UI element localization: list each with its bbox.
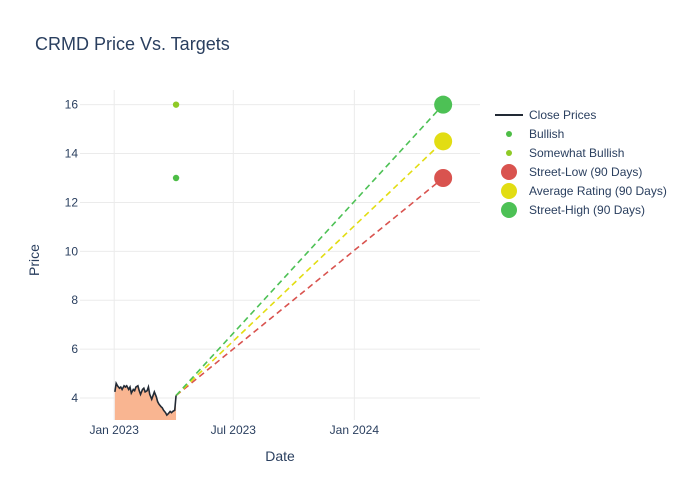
legend[interactable]: Close Prices Bullish Somewhat Bullish Stree… [495,108,667,218]
legend-item[interactable]: Street-Low (90 Days) [501,164,642,180]
gridlines [80,90,480,420]
legend-marker-swatch [501,183,517,199]
x-tick-label: Jan 2024 [330,423,380,437]
legend-label: Somewhat Bullish [529,146,624,160]
legend-item[interactable]: Somewhat Bullish [506,146,624,160]
legend-item[interactable]: Street-High (90 Days) [501,202,645,218]
y-tick-label: 8 [71,293,78,307]
area-layer [114,383,177,420]
legend-item[interactable]: Bullish [506,127,564,141]
y-tick-label: 14 [65,147,79,161]
y-tick-label: 10 [65,244,79,258]
markers [172,95,453,187]
y-axis-ticks: 4 6 8 10 12 14 16 [65,98,79,405]
target-line [175,140,444,397]
target-marker [434,95,453,114]
x-tick-label: Jul 2023 [211,423,257,437]
legend-item[interactable]: Average Rating (90 Days) [501,183,667,199]
legend-label: Close Prices [529,108,596,122]
y-tick-label: 4 [71,391,78,405]
price-line-layer [114,380,177,417]
legend-item[interactable]: Close Prices [495,108,596,122]
y-tick-label: 6 [71,342,78,356]
legend-label: Street-High (90 Days) [529,203,645,217]
rating-marker [172,101,180,108]
y-tick-label: 12 [65,195,79,209]
x-axis-title: Date [265,448,295,464]
legend-label: Street-Low (90 Days) [529,165,642,179]
target-line [175,104,444,397]
legend-label: Average Rating (90 Days) [529,184,667,198]
target-lines [175,104,444,397]
x-axis-ticks: Jan 2023 Jul 2023 Jan 2024 [90,423,380,437]
target-line [175,177,444,397]
y-axis-title: Price [26,244,42,276]
chart-title: CRMD Price Vs. Targets [35,34,230,54]
close-price-line [114,380,177,417]
legend-label: Bullish [529,127,564,141]
legend-marker-swatch [501,164,517,180]
legend-marker-swatch [501,202,517,218]
rating-marker [172,174,180,182]
legend-marker-swatch [506,131,512,137]
legend-marker-swatch [506,150,512,156]
y-tick-label: 16 [65,98,79,112]
x-tick-label: Jan 2023 [90,423,140,437]
target-marker [434,132,453,151]
close-price-area [114,383,177,420]
target-marker [434,169,453,187]
